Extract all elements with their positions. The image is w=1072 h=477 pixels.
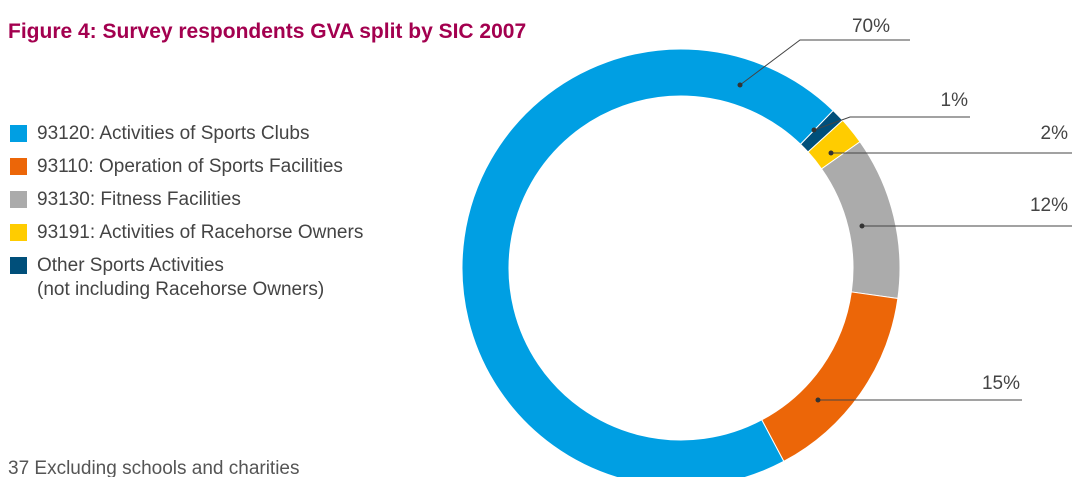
data-label: 70% xyxy=(852,16,890,37)
legend: 93120: Activities of Sports Clubs 93110: … xyxy=(10,122,363,311)
leader-dot xyxy=(815,397,821,403)
legend-swatch xyxy=(10,191,27,208)
legend-item: 93191: Activities of Racehorse Owners xyxy=(10,221,363,245)
leader-line xyxy=(739,39,910,86)
legend-item: 93130: Fitness Facilities xyxy=(10,188,363,212)
legend-label: 93130: Fitness Facilities xyxy=(37,189,241,210)
donut-slice xyxy=(761,291,899,463)
data-label: 12% xyxy=(1030,195,1068,216)
chart-title: Figure 4: Survey respondents GVA split b… xyxy=(8,20,527,43)
legend-label: 93110: Operation of Sports Facilities xyxy=(37,156,343,177)
leader-dot xyxy=(859,223,865,229)
legend-swatch xyxy=(10,158,27,175)
legend-item: 93110: Operation of Sports Facilities xyxy=(10,155,363,179)
donut-slice xyxy=(461,48,834,477)
leader-dot xyxy=(737,82,743,88)
leader-dot xyxy=(828,150,834,156)
data-label: 15% xyxy=(982,373,1020,394)
legend-label: Other Sports Activities (not including R… xyxy=(37,255,325,300)
leader-dot xyxy=(811,127,817,133)
data-label: 1% xyxy=(941,90,969,111)
legend-item: 93120: Activities of Sports Clubs xyxy=(10,122,363,146)
legend-swatch xyxy=(10,125,27,142)
data-label: 2% xyxy=(1041,123,1069,144)
legend-swatch xyxy=(10,224,27,241)
legend-swatch xyxy=(10,257,27,274)
leader-line xyxy=(813,116,970,131)
donut-slice xyxy=(820,141,901,300)
legend-label: 93120: Activities of Sports Clubs xyxy=(37,123,310,144)
legend-label: 93191: Activities of Racehorse Owners xyxy=(37,222,364,243)
legend-item: Other Sports Activities (not including R… xyxy=(10,254,363,302)
footnote: 37 Excluding schools and charities xyxy=(8,458,300,477)
